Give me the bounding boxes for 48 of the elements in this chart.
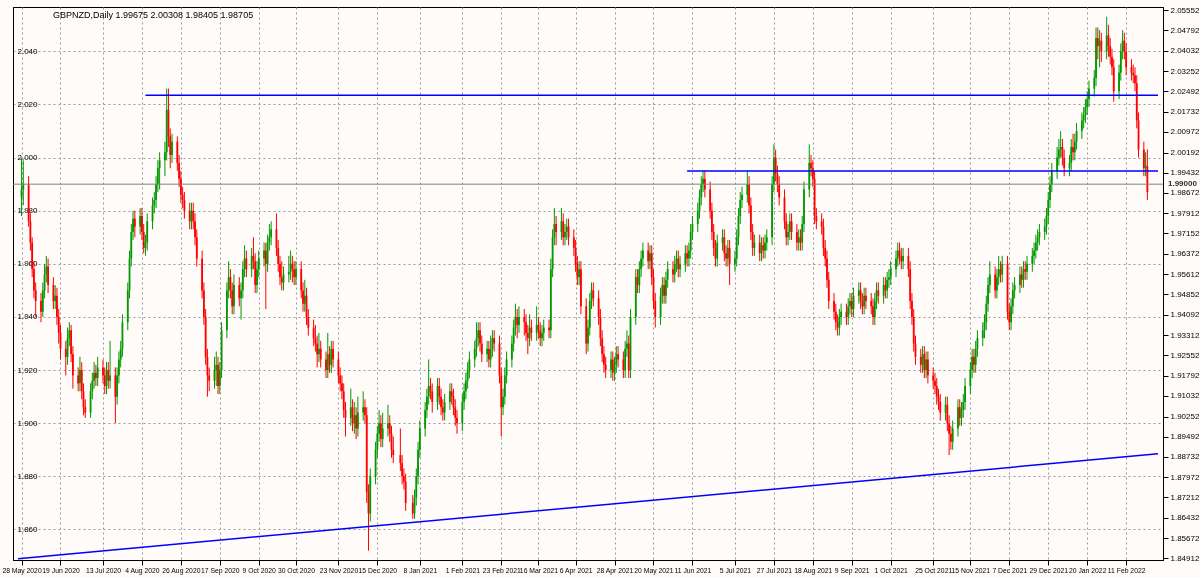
y2-tick-label: 1.88732 (1170, 452, 1200, 462)
candlestick (1080, 111, 1083, 140)
y2-tick-label: 2.05552 (1170, 5, 1200, 15)
y2-tick-label: 2.01732 (1170, 107, 1200, 117)
y2-tick-label: 1.94092 (1170, 310, 1200, 320)
y2-tick-label: 1.92552 (1170, 350, 1200, 360)
chart-title: GBPNZD,Daily 1.99675 2.00308 1.98405 1.98705 (53, 10, 254, 20)
y-tick-label: 2.000 (17, 153, 39, 163)
y2-tick-label: 2.04032 (1170, 46, 1200, 56)
y-tick-label: 2.020 (17, 99, 39, 109)
ref-line-label: 1.99000 (1168, 179, 1198, 189)
y2-tick-label: 1.86432 (1170, 513, 1200, 523)
y-tick-label: 1.920 (17, 365, 39, 375)
y-tick-label: 1.860 (17, 524, 39, 534)
candlestick (684, 244, 687, 273)
y2-tick-label: 1.91032 (1170, 391, 1200, 401)
y2-tick-label: 1.87972 (1170, 472, 1200, 482)
y-tick-label: 1.900 (17, 418, 39, 428)
y2-tick-label: 1.85672 (1170, 533, 1200, 543)
y2-tick-label: 2.00192 (1170, 148, 1200, 157)
y2-tick-label: 1.94852 (1170, 289, 1200, 299)
y2-tick-label: 1.84912 (1170, 553, 1200, 563)
y2-tick-label: 1.90252 (1170, 412, 1200, 422)
y-tick-label: 2.040 (17, 46, 39, 56)
y2-tick-label: 1.99432 (1170, 168, 1200, 178)
y-tick-label: 1.940 (17, 312, 39, 322)
y2-tick-label: 1.97152 (1170, 228, 1200, 238)
y2-tick-label: 1.93312 (1170, 330, 1200, 340)
y2-tick-label: 1.89492 (1170, 432, 1200, 442)
candlestick (728, 239, 731, 286)
candlestick (356, 396, 359, 437)
y2-tick-label: 1.96372 (1170, 249, 1200, 259)
candlestick (443, 393, 446, 422)
y2-tick-label: 1.97912 (1170, 208, 1200, 218)
y2-tick-label: 2.04792 (1170, 25, 1200, 35)
y2-tick-label: 2.02492 (1170, 86, 1200, 96)
y2-tick-label: 1.98672 (1170, 188, 1200, 198)
candlestick (487, 340, 490, 368)
y2-tick-label: 1.91792 (1170, 371, 1200, 381)
y2-tick-label: 1.95612 (1170, 269, 1200, 279)
y-tick-label: 1.880 (17, 471, 39, 481)
candlestick (795, 223, 798, 252)
y2-tick-label: 2.03252 (1170, 66, 1200, 76)
y2-tick-label: 2.00972 (1170, 127, 1200, 137)
candlestick (857, 281, 860, 305)
candlestick (96, 356, 99, 387)
y2-tick-label: 1.87212 (1170, 492, 1200, 502)
candlestick (863, 287, 866, 315)
